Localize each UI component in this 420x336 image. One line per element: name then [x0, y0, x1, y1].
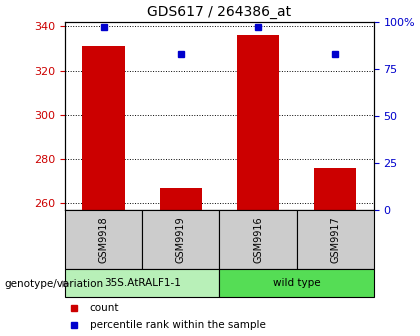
Text: count: count: [90, 303, 119, 313]
Bar: [82, 46, 125, 210]
Text: 35S.AtRALF1-1: 35S.AtRALF1-1: [104, 278, 181, 288]
Title: GDS617 / 264386_at: GDS617 / 264386_at: [147, 5, 291, 19]
Text: GSM9918: GSM9918: [99, 216, 109, 263]
Bar: [237, 35, 279, 210]
Text: percentile rank within the sample: percentile rank within the sample: [90, 320, 266, 330]
Polygon shape: [62, 280, 70, 288]
Bar: [220, 210, 297, 269]
Text: GSM9917: GSM9917: [330, 216, 340, 263]
Bar: [142, 210, 220, 269]
Bar: [314, 168, 357, 210]
Text: GSM9919: GSM9919: [176, 216, 186, 263]
Bar: [65, 210, 142, 269]
Bar: [65, 269, 220, 297]
Bar: [297, 210, 374, 269]
Text: GSM9916: GSM9916: [253, 216, 263, 263]
Bar: [220, 269, 374, 297]
Bar: [160, 188, 202, 210]
Text: wild type: wild type: [273, 278, 320, 288]
Text: genotype/variation: genotype/variation: [4, 279, 103, 289]
